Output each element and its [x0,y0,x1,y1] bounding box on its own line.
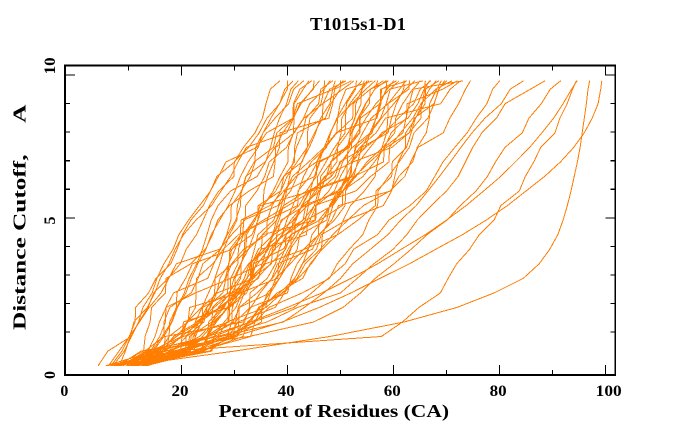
svg-text:0: 0 [42,371,59,379]
svg-text:T1015s1-D1: T1015s1-D1 [310,14,406,34]
svg-text:80: 80 [490,383,507,400]
svg-text:5: 5 [42,216,59,224]
svg-text:10: 10 [42,57,59,74]
svg-text:40: 40 [278,383,295,400]
svg-text:Percent of Residues (CA): Percent of Residues (CA) [219,401,450,421]
svg-text:Distance Cutoff, A: Distance Cutoff, A [9,104,29,330]
svg-text:60: 60 [384,383,401,400]
svg-text:0: 0 [60,383,68,400]
svg-text:20: 20 [172,383,189,400]
svg-text:100: 100 [596,383,622,400]
